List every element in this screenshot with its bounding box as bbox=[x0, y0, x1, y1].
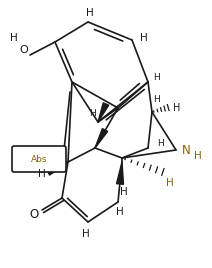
Text: H: H bbox=[173, 103, 181, 113]
Text: O: O bbox=[29, 207, 39, 221]
Text: H: H bbox=[120, 187, 128, 197]
Text: H: H bbox=[82, 229, 90, 239]
Text: H: H bbox=[116, 207, 124, 217]
Polygon shape bbox=[95, 129, 108, 148]
Text: Abs: Abs bbox=[31, 155, 47, 165]
Text: H: H bbox=[10, 33, 18, 43]
Text: H: H bbox=[140, 33, 148, 43]
Polygon shape bbox=[98, 103, 109, 122]
Text: H: H bbox=[89, 110, 95, 118]
Text: O: O bbox=[20, 45, 28, 55]
Text: H: H bbox=[86, 8, 94, 18]
Text: H: H bbox=[157, 139, 163, 147]
FancyBboxPatch shape bbox=[12, 146, 66, 172]
Polygon shape bbox=[117, 162, 123, 184]
Text: H: H bbox=[194, 151, 202, 161]
Text: H: H bbox=[153, 73, 159, 81]
Text: H: H bbox=[166, 178, 174, 188]
Polygon shape bbox=[46, 162, 68, 175]
Text: H: H bbox=[38, 169, 46, 179]
Text: H: H bbox=[154, 95, 160, 105]
Text: N: N bbox=[182, 143, 190, 157]
